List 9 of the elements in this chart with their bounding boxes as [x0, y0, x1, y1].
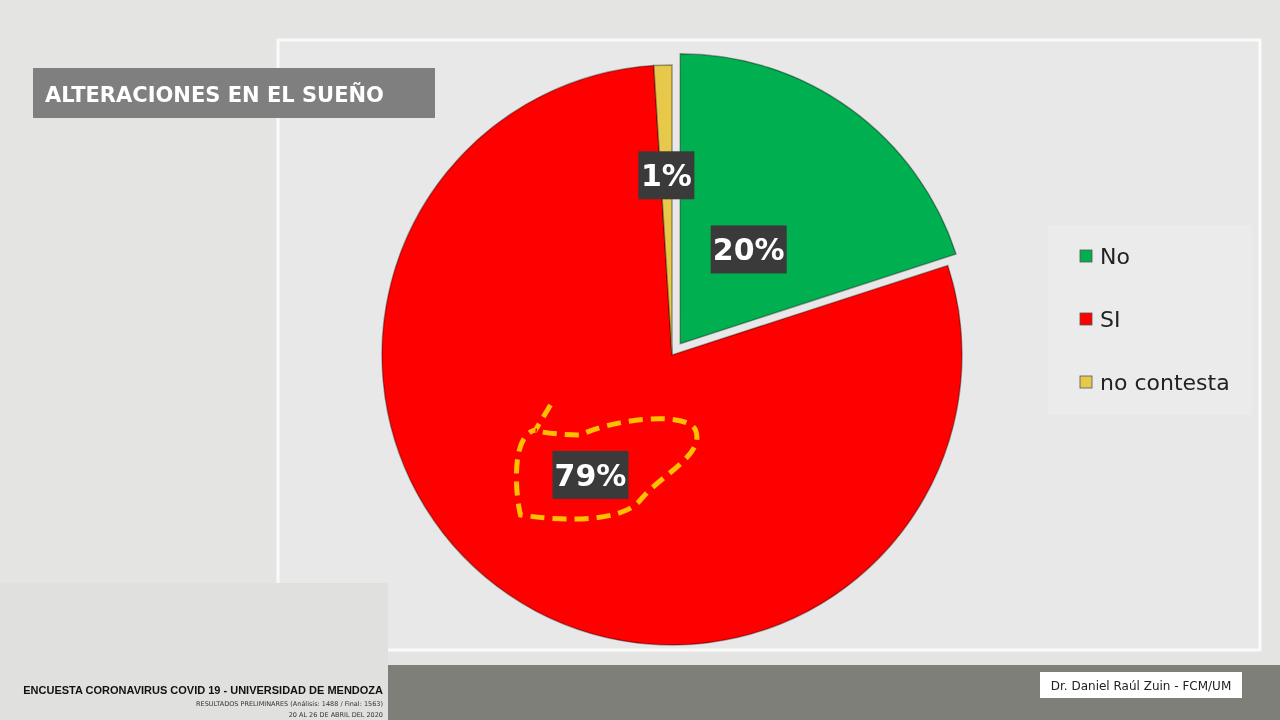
text: Dr. Daniel Raúl Zuin - FCM/UM: [1050, 679, 1232, 693]
legend-label: No: [1100, 244, 1130, 269]
data-label: 1%: [640, 158, 692, 194]
legend-label: no contesta: [1100, 370, 1230, 395]
text: ENCUESTA CORONAVIRUS COVID 19 - UNIVERSIDAD DE MENDOZA: [23, 684, 384, 696]
legend-label: SI: [1100, 307, 1121, 332]
data-label: 20%: [712, 232, 785, 268]
data-label: 79%: [554, 457, 627, 493]
text: ALTERACIONES EN EL SUEÑO: [45, 82, 384, 107]
